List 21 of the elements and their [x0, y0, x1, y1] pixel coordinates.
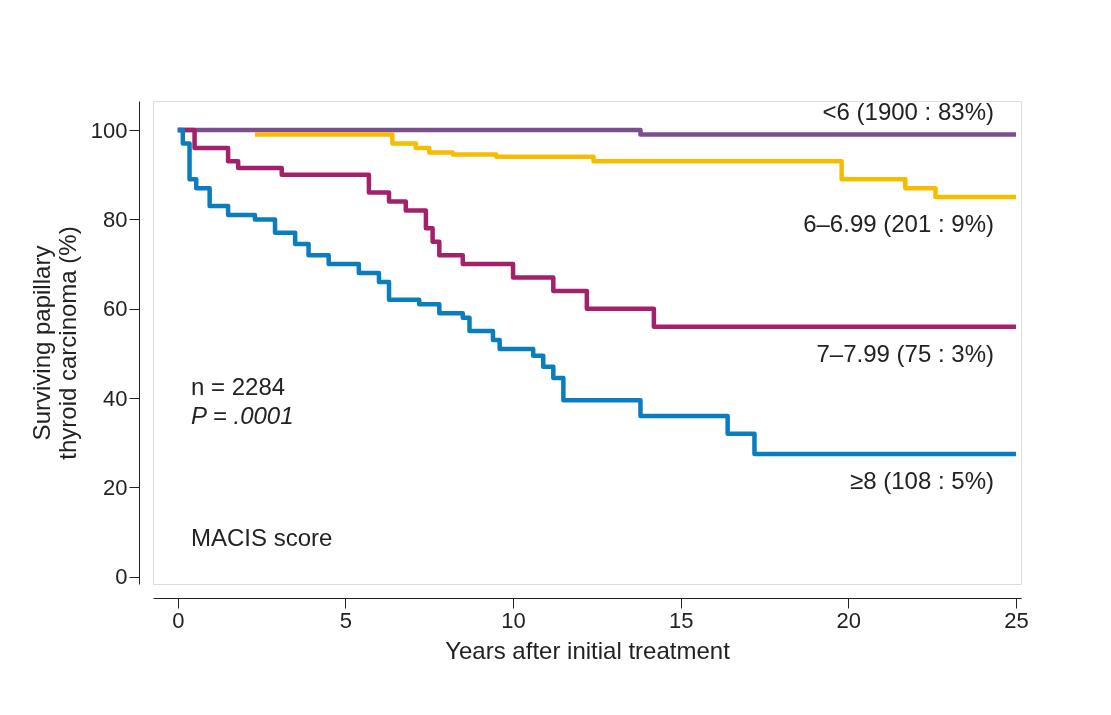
series-label: 7–7.99 (75 : 3%): [816, 339, 994, 367]
y-tick-label: 60: [103, 296, 128, 322]
annotation: MACIS score: [191, 524, 333, 551]
x-tick-label: 5: [339, 607, 353, 633]
annotation: P = .0001: [191, 402, 294, 429]
annotation: n = 2284: [191, 373, 286, 400]
series-label: ≥8 (108 : 5%): [850, 466, 994, 494]
x-axis-title: Years after initial treatment: [445, 636, 731, 664]
series-label: <6 (1900 : 83%): [822, 97, 994, 125]
y-tick-label: 0: [115, 564, 128, 590]
x-tick-label: 10: [501, 607, 526, 633]
y-tick-label: 100: [90, 117, 128, 143]
x-tick-label: 0: [172, 607, 185, 633]
x-tick-label: 25: [1004, 607, 1029, 633]
x-tick-label: 15: [668, 607, 694, 633]
y-tick-label: 20: [103, 474, 128, 500]
series-label: 6–6.99 (201 : 9%): [803, 210, 994, 238]
y-tick-label: 40: [103, 385, 128, 411]
y-axis-title: Surviving papillary thyroid carcinoma (%): [27, 226, 81, 460]
y-tick-label: 80: [103, 206, 128, 232]
x-tick-label: 20: [836, 607, 862, 633]
